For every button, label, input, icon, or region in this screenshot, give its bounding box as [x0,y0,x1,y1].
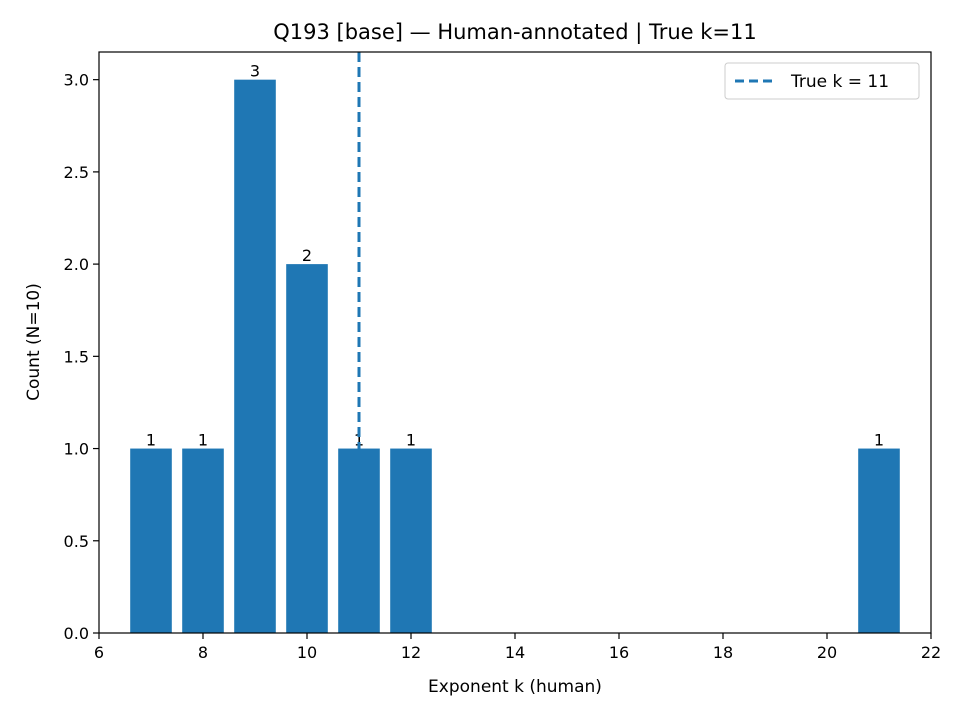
x-axis: 6 8 10 12 14 16 18 20 22 [94,633,941,662]
x-tick-label: 8 [198,643,208,662]
y-tick-label: 2.0 [64,255,89,274]
bar-value-label: 1 [354,431,364,450]
x-tick-label: 20 [817,643,837,662]
y-tick-label: 1.5 [64,347,89,366]
x-tick-label: 16 [609,643,629,662]
bar-k-21 [858,448,900,633]
bar-value-label: 1 [874,431,884,450]
x-tick-label: 6 [94,643,104,662]
bar-value-label: 1 [198,431,208,450]
bar-value-label: 2 [302,246,312,265]
x-axis-label: Exponent k (human) [428,677,602,697]
x-tick-label: 22 [921,643,941,662]
legend-entry-label: True k = 11 [790,72,889,92]
x-tick-label: 10 [297,643,317,662]
bar-k-9 [234,79,276,633]
x-tick-label: 14 [505,643,525,662]
chart-title: Q193 [base] — Human-annotated | True k=1… [273,20,757,45]
y-axis: 0.0 0.5 1.0 1.5 2.0 2.5 3.0 [64,71,99,643]
bar-value-label: 1 [406,431,416,450]
x-tick-label: 18 [713,643,733,662]
plot-area: 1 1 3 2 1 1 1 [130,52,900,633]
x-tick-label: 12 [401,643,421,662]
bar-k-12 [390,448,432,633]
y-tick-label: 0.5 [64,532,89,551]
bar-value-label: 3 [250,62,260,81]
y-tick-label: 1.0 [64,440,89,459]
legend: True k = 11 [724,62,920,100]
bar-k-7 [130,448,172,633]
bar-k-10 [286,264,328,633]
y-tick-label: 3.0 [64,71,89,90]
y-tick-label: 0.0 [64,624,89,643]
y-axis-label: Count (N=10) [24,283,44,401]
y-tick-label: 2.5 [64,163,89,182]
bar-k-8 [182,448,224,633]
bar-value-label: 1 [146,431,156,450]
legend-box [724,62,920,100]
